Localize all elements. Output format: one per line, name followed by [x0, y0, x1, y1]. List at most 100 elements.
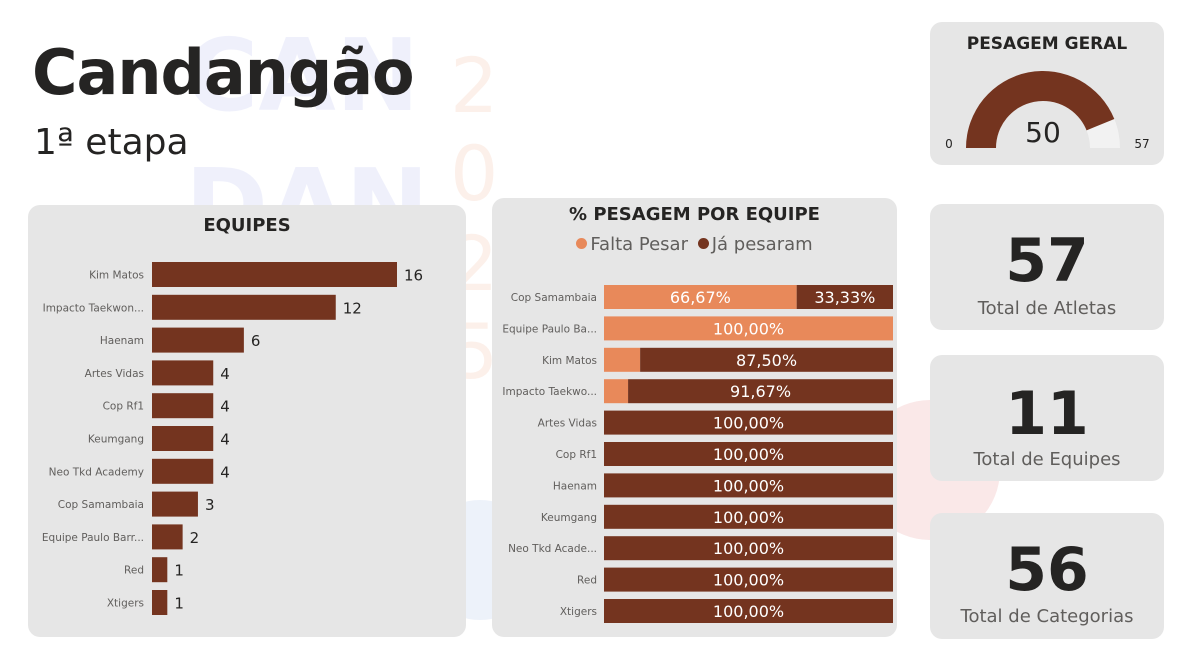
category-label: Equipe Paulo Ba... — [502, 323, 597, 335]
category-label: Red — [124, 565, 144, 577]
bar-segment[interactable] — [604, 347, 641, 372]
category-label: Cop Samambaia — [58, 499, 144, 511]
gauge-card: PESAGEM GERAL 50 0 57 — [930, 22, 1164, 165]
svg-text:CAN: CAN — [185, 17, 419, 134]
equipes-chart-title: EQUIPES — [203, 215, 291, 236]
data-label: 100,00% — [713, 476, 784, 495]
legend-dot-icon — [576, 238, 588, 249]
page-subtitle: 1ª etapa — [34, 122, 189, 163]
gauge-value: 50 — [1025, 116, 1061, 149]
bar-segment[interactable] — [604, 473, 893, 498]
bar[interactable] — [152, 557, 168, 583]
category-label: Neo Tkd Acade... — [508, 543, 597, 555]
kpi-value: 57 — [1005, 226, 1089, 296]
kpi-value: 11 — [1005, 379, 1089, 449]
bar-segment[interactable] — [604, 285, 797, 309]
category-label: Impacto Taekwo... — [502, 386, 597, 398]
bar-segment[interactable] — [604, 504, 893, 529]
legend-label: Falta Pesar — [590, 234, 688, 255]
bar-segment[interactable] — [604, 567, 893, 592]
data-label: 2 — [190, 529, 200, 547]
kpi-value: 56 — [1005, 535, 1089, 605]
pesagem-geral-gauge: 50 0 57 — [945, 70, 1150, 151]
data-label: 100,00% — [713, 602, 784, 621]
bar-segment[interactable] — [640, 347, 893, 372]
data-label: 100,00% — [713, 571, 784, 590]
bar[interactable] — [152, 458, 214, 484]
svg-text:2: 2 — [450, 41, 498, 130]
data-label: 91,67% — [730, 382, 791, 401]
category-label: Haenam — [553, 480, 597, 492]
data-label: 100,00% — [713, 319, 784, 338]
bar-segment[interactable] — [796, 285, 893, 309]
legend-item-falta-pesar[interactable]: Falta Pesar — [576, 234, 688, 255]
category-label: Impacto Taekwon... — [43, 302, 144, 314]
bar[interactable] — [152, 262, 397, 287]
bar[interactable] — [152, 360, 214, 386]
legend-dot-icon — [697, 238, 709, 249]
gauge-min-label: 0 — [945, 137, 953, 151]
category-label: Cop Samambaia — [511, 292, 597, 304]
data-label: 3 — [205, 496, 215, 514]
data-label: 1 — [174, 562, 184, 580]
category-label: Xtigers — [107, 598, 144, 610]
data-label: 100,00% — [713, 414, 784, 433]
kpi-card-categorias: 56 Total de Categorias — [930, 513, 1164, 639]
bar-segment[interactable] — [604, 316, 893, 341]
svg-text:0: 0 — [450, 129, 498, 218]
data-label: 1 — [174, 595, 184, 613]
category-label: Equipe Paulo Barr... — [42, 532, 144, 544]
data-label: 100,00% — [713, 445, 784, 464]
category-label: Keumgang — [88, 434, 144, 446]
kpi-label: Total de Categorias — [960, 606, 1134, 627]
equipes-card: EQUIPES Kim Matos 16 Impacto Taekwon... 12 H… — [28, 205, 466, 637]
data-label: 4 — [220, 398, 230, 416]
category-label: Kim Matos — [542, 355, 597, 367]
bar-segment[interactable] — [604, 410, 893, 435]
gauge-title: PESAGEM GERAL — [966, 34, 1128, 54]
category-label: Keumgang — [541, 512, 597, 524]
category-label: Cop Rf1 — [103, 401, 144, 413]
bar[interactable] — [152, 524, 183, 550]
category-label: Cop Rf1 — [556, 449, 597, 461]
category-label: Artes Vidas — [538, 418, 597, 430]
data-label: 6 — [251, 332, 261, 350]
category-label: Kim Matos — [89, 270, 144, 282]
pesagem-equipe-chart: Cop Samambaia 66,67% 33,33% Equipe Paulo Ba… — [502, 285, 893, 623]
bar[interactable] — [152, 491, 198, 517]
bar-segment[interactable] — [604, 379, 629, 404]
bar[interactable] — [152, 393, 214, 419]
bar-segment[interactable] — [604, 536, 893, 561]
kpi-label: Total de Equipes — [973, 449, 1121, 470]
bar-segment[interactable] — [628, 379, 893, 404]
legend-label: Já pesaram — [711, 234, 813, 255]
pesagem-legend: Falta Pesar Já pesaram — [492, 234, 897, 255]
data-label: 33,33% — [814, 288, 875, 307]
category-label: Haenam — [100, 335, 144, 347]
data-label: 4 — [220, 365, 230, 383]
data-label: 12 — [343, 299, 362, 317]
bar[interactable] — [152, 426, 214, 451]
page-title: Candangão — [32, 36, 415, 109]
data-label: 4 — [220, 463, 230, 481]
category-label: Neo Tkd Academy — [49, 466, 144, 478]
bar[interactable] — [152, 327, 244, 353]
kpi-card-atletas: 57 Total de Atletas — [930, 204, 1164, 330]
bar-segment[interactable] — [604, 599, 893, 623]
data-label: 16 — [404, 267, 423, 285]
category-label: Xtigers — [560, 606, 597, 618]
bar-segment[interactable] — [604, 442, 893, 466]
data-label: 100,00% — [713, 539, 784, 558]
bar[interactable] — [152, 294, 336, 320]
data-label: 100,00% — [713, 508, 784, 527]
category-label: Red — [577, 575, 597, 587]
gauge-fill — [966, 70, 1115, 148]
kpi-label: Total de Atletas — [977, 298, 1117, 319]
pesagem-equipe-card: % PESAGEM POR EQUIPE Falta Pesar Já pesa… — [492, 198, 897, 637]
data-label: 87,50% — [736, 351, 797, 370]
legend-item-ja-pesaram[interactable]: Já pesaram — [697, 234, 813, 255]
data-label: 4 — [220, 431, 230, 449]
gauge-max-label: 57 — [1134, 137, 1149, 151]
bar[interactable] — [152, 590, 168, 615]
